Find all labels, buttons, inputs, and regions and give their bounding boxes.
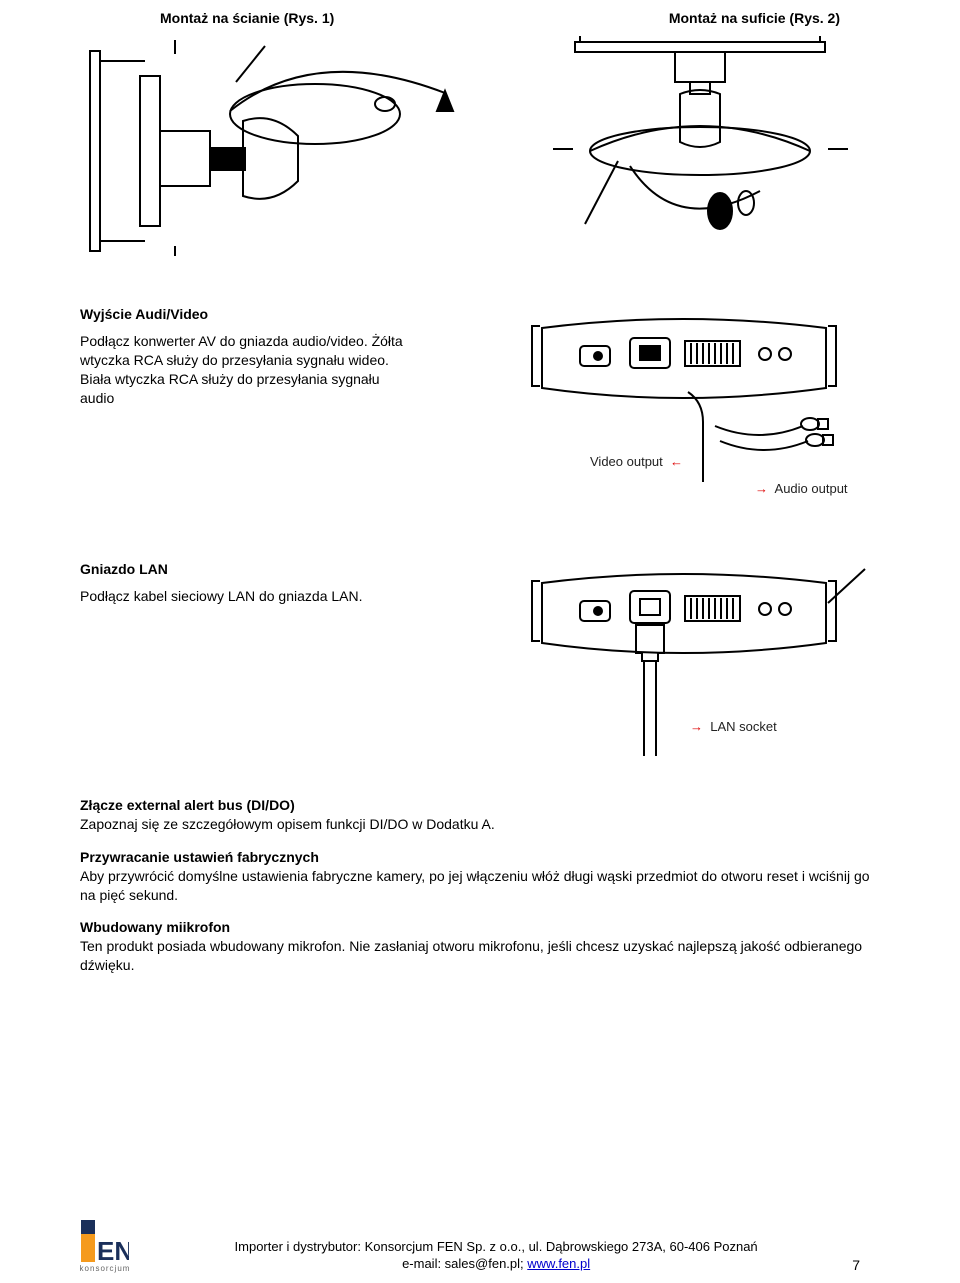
heading-microphone: Wbudowany miikrofon [80, 919, 230, 935]
text-av-output: Podłącz konwerter AV do gniazda audio/vi… [80, 332, 410, 408]
svg-text:EN: EN [97, 1236, 129, 1262]
label-lan-socket: LAN socket [710, 719, 776, 734]
figure-lan: → LAN socket [520, 561, 880, 761]
figure-ceiling-mount [520, 36, 880, 256]
heading-wall-mount: Montaż na ścianie (Rys. 1) [160, 10, 334, 26]
arrow-icon: ← [666, 454, 683, 469]
text-microphone: Ten produkt posiada wbudowany mikrofon. … [80, 938, 862, 973]
page-number: 7 [852, 1257, 860, 1273]
logo-fen: EN konsorcjum [70, 1203, 140, 1273]
label-audio-output: Audio output [775, 481, 848, 496]
footer-text: Importer i dystrybutor: Konsorcjum FEN S… [160, 1239, 832, 1273]
figure-wall-mount [80, 36, 480, 256]
heading-ceiling-mount: Montaż na suficie (Rys. 2) [669, 10, 840, 26]
heading-lan: Gniazdo LAN [80, 561, 410, 577]
arrow-icon: → [755, 481, 772, 496]
text-lan: Podłącz kabel sieciowy LAN do gniazda LA… [80, 587, 410, 606]
heading-dido: Złącze external alert bus (DI/DO) [80, 797, 295, 813]
text-dido: Zapoznaj się ze szczegółowym opisem funk… [80, 816, 495, 832]
heading-factory-reset: Przywracanie ustawień fabrycznych [80, 849, 319, 865]
text-factory-reset: Aby przywrócić domyślne ustawienia fabry… [80, 868, 870, 903]
logo-subtext: konsorcjum [80, 1264, 131, 1273]
arrow-icon: → [690, 719, 707, 734]
footer-link[interactable]: www.fen.pl [527, 1256, 590, 1271]
figure-av-output: Video output ← → Audio output [520, 306, 880, 516]
heading-av-output: Wyjście Audi/Video [80, 306, 410, 322]
label-video-output: Video output [590, 454, 663, 469]
